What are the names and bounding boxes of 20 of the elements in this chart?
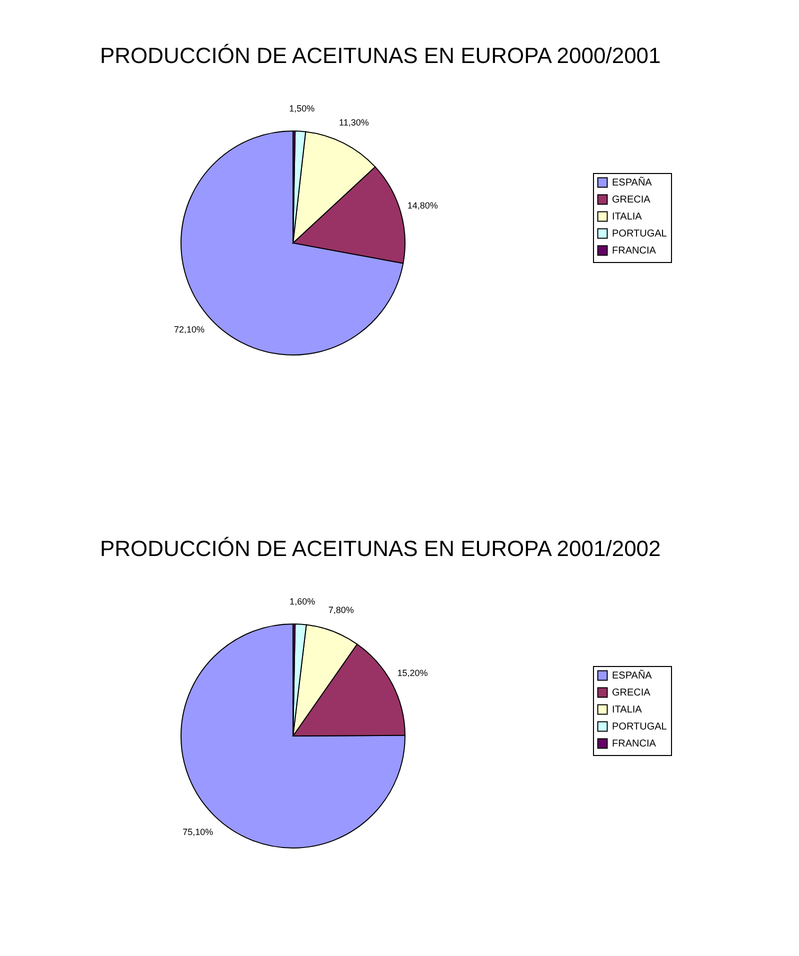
data-label: 14,80%	[407, 200, 438, 210]
data-label: 75,10%	[182, 826, 214, 837]
legend-label: PORTUGAL	[612, 228, 668, 240]
data-label: 72,10%	[174, 324, 205, 334]
chart-title: PRODUCCIÓN DE ACEITUNAS EN EUROPA 2000/2001	[100, 43, 661, 68]
legend-label: ESPAÑA	[612, 176, 652, 188]
data-label: 1,60%	[290, 596, 316, 606]
data-label: 1,50%	[289, 103, 315, 114]
legend-label: PORTUGAL	[612, 722, 668, 732]
legend-label: FRANCIA	[612, 738, 656, 750]
data-label: 7,80%	[328, 604, 354, 615]
chart-title: PRODUCCIÓN DE ACEITUNAS EN EUROPA 2001/2002	[100, 536, 661, 561]
legend-label: GRECIA	[612, 194, 651, 206]
legend-label: ESPAÑA	[612, 670, 652, 682]
legend-label: FRANCIA	[612, 246, 656, 256]
data-label: 11,30%	[338, 118, 369, 128]
legend-label: ITALIA	[612, 212, 642, 222]
data-label: 15,20%	[397, 668, 428, 678]
legend-label: GRECIA	[612, 688, 651, 698]
legend-label: ITALIA	[612, 704, 642, 716]
